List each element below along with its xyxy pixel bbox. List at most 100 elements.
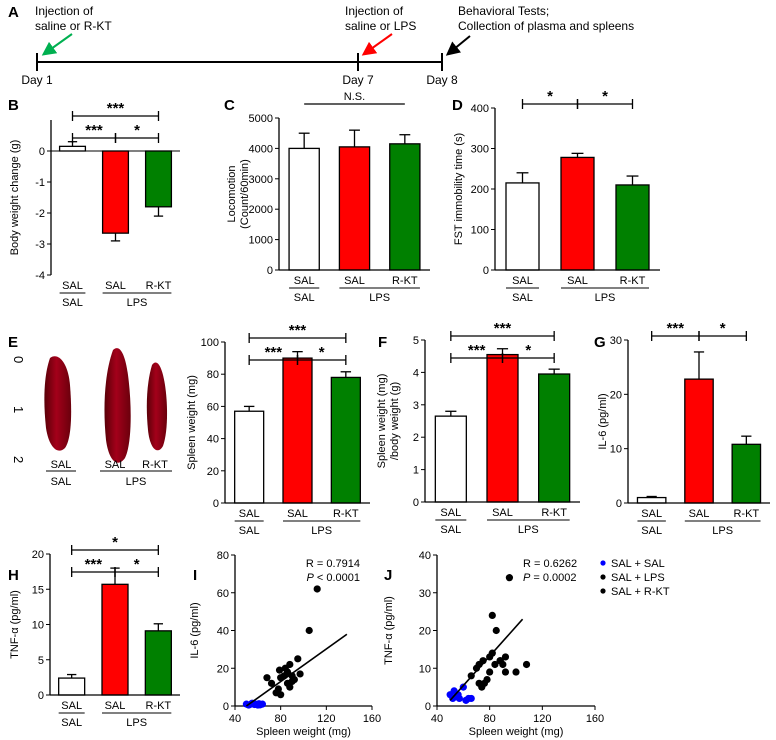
bar-1 — [101, 150, 130, 234]
group-label-top: SAL — [294, 275, 315, 287]
y-tick-label: 10 — [419, 663, 431, 675]
spleen-lps-icon — [104, 348, 131, 463]
bar-1 — [560, 156, 595, 271]
panel-label-A: A — [8, 4, 19, 21]
point-green — [496, 657, 504, 665]
y-tick-label: 10 — [32, 620, 44, 632]
point-blue — [459, 683, 467, 691]
y-tick-label: 3000 — [249, 174, 273, 186]
sig-label: * — [602, 88, 608, 105]
point-red — [501, 653, 510, 661]
y-tick-label: -3 — [35, 239, 45, 251]
group-label-top: SAL — [62, 280, 83, 292]
bar-2 — [731, 443, 762, 504]
group-label-bottom: LPS — [311, 525, 332, 537]
bar-2 — [144, 630, 172, 696]
bar-panel-D: D 0 100 200 300 400 FST immobility time (s) SAL… — [452, 88, 660, 304]
point-red — [286, 660, 294, 669]
ruler-mark-2: 2 — [11, 456, 26, 463]
bar-2 — [389, 143, 421, 271]
y-tick-label: 60 — [207, 401, 219, 413]
y-tick-label: 20 — [610, 389, 622, 401]
photo-group-bottom-2: LPS — [126, 476, 147, 488]
sig-label: * — [319, 344, 325, 361]
x-tick-label: 80 — [275, 713, 287, 725]
x-axis-label: Spleen weight (mg) — [256, 726, 351, 738]
y-tick-label: 20 — [217, 663, 229, 675]
sig-label: *** — [289, 322, 307, 339]
y-tick-label: 20 — [419, 626, 431, 638]
point-red — [488, 611, 496, 620]
group-label-top: R-KT — [333, 508, 359, 520]
bar-0 — [434, 415, 467, 503]
point-red — [305, 626, 313, 635]
y-axis-label: Locomotion — [226, 166, 238, 223]
y-tick-label: 0 — [223, 701, 229, 713]
ruler-mark-1: 1 — [11, 406, 26, 413]
sig-label: * — [134, 122, 140, 139]
y-tick-label: 40 — [217, 626, 229, 638]
day7-label: Day 7 — [342, 73, 374, 87]
panel-label-J: J — [384, 567, 392, 584]
point-red — [313, 585, 321, 593]
point-green — [288, 677, 296, 686]
sig-label: * — [547, 88, 553, 105]
y-tick-label: 20 — [207, 466, 219, 478]
y-tick-label: 15 — [32, 584, 44, 596]
point-red — [294, 655, 302, 663]
arrow-day7-icon — [361, 33, 393, 56]
x-tick-label: 160 — [363, 713, 381, 725]
p-value: P < 0.0001 — [306, 572, 360, 584]
bar-2 — [615, 184, 650, 271]
group-label-bottom: LPS — [369, 292, 390, 304]
y-axis-label: Spleen weight (mg) — [186, 375, 198, 470]
y-tick-label: 300 — [471, 144, 489, 156]
y-tick-label: -4 — [35, 270, 45, 282]
y-tick-label: 5 — [413, 335, 419, 347]
panel-label-H: H — [8, 567, 19, 584]
scatter-panel-I: I 0 20 40 60 80 40 80 120 160 Spleen weight (mg) IL… — [189, 550, 381, 738]
y-axis-label: TNF-α (pg/ml) — [383, 596, 395, 665]
sig-label: * — [525, 342, 531, 359]
group-label-bottom: LPS — [595, 292, 616, 304]
p-number: < 0.0001 — [314, 572, 360, 584]
group-label-bottom: LPS — [712, 525, 733, 537]
group-label-bottom: LPS — [127, 297, 148, 309]
y-axis-label: /body weight (g) — [389, 382, 401, 460]
bar-1 — [101, 583, 129, 696]
x-tick-label: 40 — [229, 713, 241, 725]
point-green — [501, 668, 510, 676]
y-tick-label: 10 — [610, 444, 622, 456]
point-green — [480, 679, 488, 687]
y-tick-label: 100 — [471, 225, 489, 237]
point-red — [296, 670, 304, 678]
note-injection-2-line1: Injection of — [345, 4, 404, 18]
bar-1 — [338, 146, 371, 271]
y-tick-label: 3 — [413, 400, 419, 412]
group-label-top: SAL — [61, 700, 82, 712]
x-tick-label: 120 — [317, 713, 335, 725]
legend-marker — [600, 588, 606, 594]
spleen-sal-icon — [44, 356, 72, 451]
charts-layer: B -4 -3 -2 -1 0 Body weight change (g) SAL SAL R-… — [8, 88, 770, 738]
panel-label-D: D — [452, 97, 463, 114]
panel-label-B: B — [8, 97, 19, 114]
y-tick-label: 0 — [213, 498, 219, 510]
photo-group-top-2: SAL — [105, 459, 126, 471]
bar-panel-F: F 0 1 2 3 4 5 Spleen weight (mg)/body weight (g… — [376, 320, 580, 536]
bar-0 — [636, 496, 667, 504]
y-tick-label: 0 — [616, 498, 622, 510]
photo-group-top-1: SAL — [51, 459, 72, 471]
p-value: P = 0.0002 — [523, 572, 577, 584]
group-label-top: SAL — [105, 280, 126, 292]
photo-group-bottom-1: SAL — [51, 476, 72, 488]
point-red — [522, 660, 531, 669]
panel-label-E: E — [8, 334, 18, 351]
sig-label: *** — [85, 122, 103, 139]
bar-panel-C: C 0 1000 2000 3000 4000 5000 Locomotion (Count/6… — [224, 91, 430, 304]
legend-label: SAL + R-KT — [611, 586, 670, 598]
y-tick-label: 0 — [425, 701, 431, 713]
y-tick-label: 0 — [267, 265, 273, 277]
